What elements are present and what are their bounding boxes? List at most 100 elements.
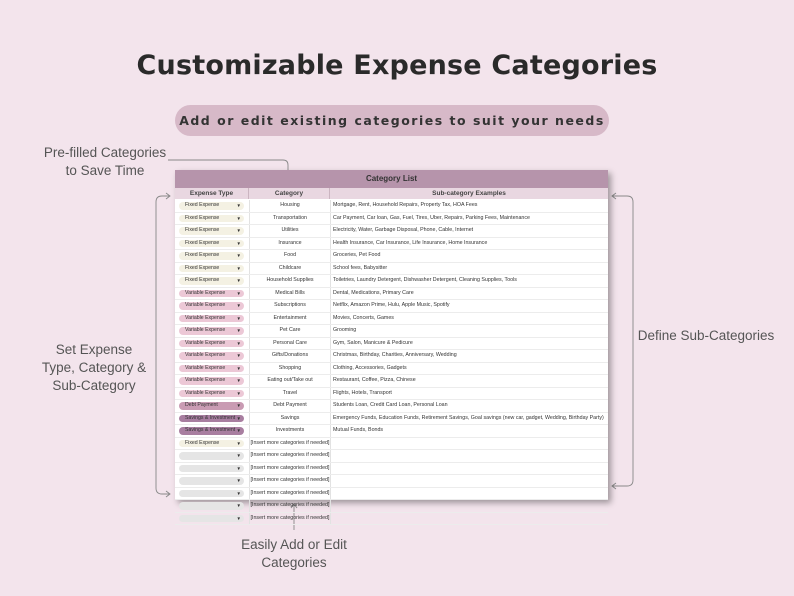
subcategory-cell[interactable] bbox=[330, 437, 609, 449]
expense-type-dropdown[interactable]: Fixed Expense ▼ bbox=[179, 277, 244, 285]
category-cell[interactable]: Investments bbox=[249, 425, 330, 437]
subcategory-cell[interactable]: Mortgage, Rent, Household Repairs, Prope… bbox=[330, 200, 609, 212]
dropdown-arrow-icon[interactable]: ▼ bbox=[236, 453, 241, 458]
subcategory-cell[interactable]: Mutual Funds, Bonds bbox=[330, 425, 609, 437]
subcategory-cell[interactable]: Emergency Funds, Education Funds, Retire… bbox=[330, 412, 609, 424]
expense-type-dropdown[interactable]: Savings & Investment ▼ bbox=[179, 414, 244, 422]
category-cell[interactable]: Childcare bbox=[249, 262, 330, 274]
subcategory-cell[interactable]: Toiletries, Laundry Detergent, Dishwashe… bbox=[330, 275, 609, 287]
category-cell[interactable]: Shopping bbox=[249, 362, 330, 374]
expense-type-dropdown[interactable]: Variable Expense ▼ bbox=[179, 377, 244, 385]
category-cell[interactable]: Personal Care bbox=[249, 337, 330, 349]
dropdown-arrow-icon[interactable]: ▼ bbox=[236, 340, 241, 346]
subcategory-cell[interactable]: Students Loan, Credit Card Loan, Persona… bbox=[330, 400, 609, 412]
subcategory-cell[interactable]: Gym, Salon, Manicure & Pedicure bbox=[330, 337, 609, 349]
category-cell[interactable]: [Insert more categories if needed] bbox=[249, 450, 330, 462]
dropdown-arrow-icon[interactable]: ▼ bbox=[236, 440, 241, 446]
category-cell[interactable]: [Insert more categories if needed] bbox=[249, 475, 330, 487]
subcategory-cell[interactable]: Car Payment, Car loan, Gas, Fuel, Tires,… bbox=[330, 212, 609, 224]
expense-type-dropdown[interactable]: ▼ bbox=[179, 489, 244, 497]
expense-type-dropdown[interactable]: Variable Expense ▼ bbox=[179, 389, 244, 397]
dropdown-arrow-icon[interactable]: ▼ bbox=[236, 303, 241, 308]
dropdown-arrow-icon[interactable]: ▼ bbox=[236, 478, 241, 483]
dropdown-arrow-icon[interactable]: ▼ bbox=[236, 503, 241, 508]
expense-type-dropdown[interactable]: Variable Expense ▼ bbox=[179, 289, 244, 297]
subcategory-cell[interactable]: Grooming bbox=[330, 325, 609, 337]
expense-type-dropdown[interactable]: ▼ bbox=[179, 502, 244, 510]
dropdown-arrow-icon[interactable]: ▼ bbox=[236, 465, 241, 471]
subcategory-cell[interactable] bbox=[330, 450, 609, 462]
expense-type-dropdown[interactable]: Variable Expense ▼ bbox=[179, 302, 244, 310]
dropdown-arrow-icon[interactable]: ▼ bbox=[236, 353, 241, 358]
dropdown-arrow-icon[interactable]: ▼ bbox=[236, 215, 241, 221]
subcategory-cell[interactable] bbox=[330, 475, 609, 487]
subcategory-cell[interactable] bbox=[330, 462, 609, 474]
dropdown-arrow-icon[interactable]: ▼ bbox=[236, 390, 241, 396]
subcategory-cell[interactable]: Netflix, Amazon Prime, Hulu, Apple Music… bbox=[330, 300, 609, 312]
category-cell[interactable]: Debt Payment bbox=[249, 400, 330, 412]
expense-type-dropdown[interactable]: Fixed Expense ▼ bbox=[179, 264, 244, 272]
category-cell[interactable]: Gifts/Donations bbox=[249, 350, 330, 362]
category-cell[interactable]: [Insert more categories if needed] bbox=[249, 512, 330, 524]
expense-type-dropdown[interactable]: Fixed Expense ▼ bbox=[179, 227, 244, 235]
expense-type-dropdown[interactable]: Savings & Investment ▼ bbox=[179, 427, 244, 435]
subcategory-cell[interactable]: Restaurant, Coffee, Pizza, Chinese bbox=[330, 375, 609, 387]
category-cell[interactable]: Entertainment bbox=[249, 312, 330, 324]
expense-type-dropdown[interactable]: Fixed Expense ▼ bbox=[179, 239, 244, 247]
expense-type-dropdown[interactable]: Fixed Expense ▼ bbox=[179, 439, 244, 447]
expense-type-dropdown[interactable]: Fixed Expense ▼ bbox=[179, 214, 244, 222]
subcategory-cell[interactable]: Electricity, Water, Garbage Disposal, Ph… bbox=[330, 225, 609, 237]
category-cell[interactable]: [Insert more categories if needed] bbox=[249, 437, 330, 449]
subcategory-cell[interactable] bbox=[330, 500, 609, 512]
category-cell[interactable]: Food bbox=[249, 250, 330, 262]
dropdown-arrow-icon[interactable]: ▼ bbox=[236, 265, 241, 271]
dropdown-arrow-icon[interactable]: ▼ bbox=[236, 228, 241, 233]
expense-type-dropdown[interactable]: Variable Expense ▼ bbox=[179, 339, 244, 347]
category-cell[interactable]: [Insert more categories if needed] bbox=[249, 487, 330, 499]
expense-type-dropdown[interactable]: Variable Expense ▼ bbox=[179, 352, 244, 360]
category-cell[interactable]: Subscriptions bbox=[249, 300, 330, 312]
category-cell[interactable]: Pet Care bbox=[249, 325, 330, 337]
expense-type-dropdown[interactable]: Fixed Expense ▼ bbox=[179, 252, 244, 260]
dropdown-arrow-icon[interactable]: ▼ bbox=[236, 253, 241, 258]
category-cell[interactable]: [Insert more categories if needed] bbox=[249, 462, 330, 474]
expense-type-dropdown[interactable]: Variable Expense ▼ bbox=[179, 364, 244, 372]
expense-type-dropdown[interactable]: Debt Payment ▼ bbox=[179, 402, 244, 410]
dropdown-arrow-icon[interactable]: ▼ bbox=[236, 515, 241, 521]
category-cell[interactable]: Utilities bbox=[249, 225, 330, 237]
subcategory-cell[interactable]: Dental, Medications, Primary Care bbox=[330, 287, 609, 299]
subcategory-cell[interactable]: Movies, Concerts, Games bbox=[330, 312, 609, 324]
dropdown-arrow-icon[interactable]: ▼ bbox=[236, 378, 241, 383]
category-cell[interactable]: [Insert more categories if needed] bbox=[249, 500, 330, 512]
category-cell[interactable]: Eating out/Take out bbox=[249, 375, 330, 387]
expense-type-dropdown[interactable]: Variable Expense ▼ bbox=[179, 314, 244, 322]
dropdown-arrow-icon[interactable]: ▼ bbox=[236, 290, 241, 296]
dropdown-arrow-icon[interactable]: ▼ bbox=[236, 365, 241, 371]
dropdown-arrow-icon[interactable]: ▼ bbox=[236, 315, 241, 321]
subcategory-cell[interactable]: Flights, Hotels, Transport bbox=[330, 387, 609, 399]
subcategory-cell[interactable]: Christmas, Birthday, Charities, Annivers… bbox=[330, 350, 609, 362]
dropdown-arrow-icon[interactable]: ▼ bbox=[236, 203, 241, 208]
expense-type-dropdown[interactable]: Variable Expense ▼ bbox=[179, 327, 244, 335]
subcategory-cell[interactable] bbox=[330, 512, 609, 524]
subcategory-cell[interactable]: School fees, Babysitter bbox=[330, 262, 609, 274]
category-cell[interactable]: Insurance bbox=[249, 237, 330, 249]
dropdown-arrow-icon[interactable]: ▼ bbox=[236, 278, 241, 283]
expense-type-dropdown[interactable]: ▼ bbox=[179, 514, 244, 522]
dropdown-arrow-icon[interactable]: ▼ bbox=[236, 490, 241, 496]
dropdown-arrow-icon[interactable]: ▼ bbox=[236, 403, 241, 408]
category-cell[interactable]: Housing bbox=[249, 200, 330, 212]
category-cell[interactable]: Medical Bills bbox=[249, 287, 330, 299]
dropdown-arrow-icon[interactable]: ▼ bbox=[236, 328, 241, 333]
category-cell[interactable]: Savings bbox=[249, 412, 330, 424]
category-cell[interactable]: Transportation bbox=[249, 212, 330, 224]
subcategory-cell[interactable]: Groceries, Pet Food bbox=[330, 250, 609, 262]
subcategory-cell[interactable]: Health Insurance, Car Insurance, Life In… bbox=[330, 237, 609, 249]
subcategory-cell[interactable] bbox=[330, 487, 609, 499]
expense-type-dropdown[interactable]: Fixed Expense ▼ bbox=[179, 202, 244, 210]
expense-type-dropdown[interactable]: ▼ bbox=[179, 452, 244, 460]
expense-type-dropdown[interactable]: ▼ bbox=[179, 464, 244, 472]
dropdown-arrow-icon[interactable]: ▼ bbox=[236, 240, 241, 246]
subcategory-cell[interactable]: Clothing, Accessories, Gadgets bbox=[330, 362, 609, 374]
dropdown-arrow-icon[interactable]: ▼ bbox=[236, 415, 241, 421]
